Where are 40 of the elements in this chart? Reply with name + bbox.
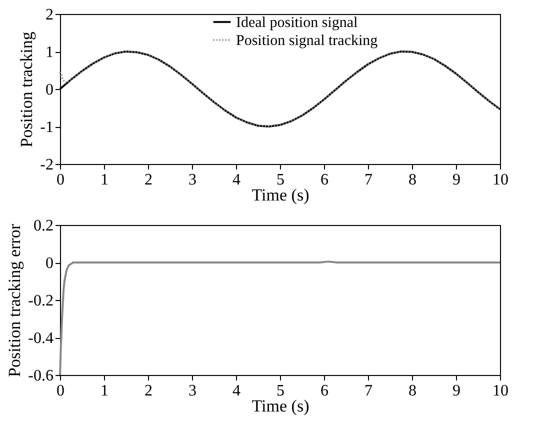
x-tick-label: 7 [364,382,372,400]
line-series [59,260,501,376]
x-tick-label: 9 [452,382,460,400]
x-tick-label: 5 [276,382,284,400]
x-tick-label: 7 [364,172,372,188]
x-axis-title: Time (s) [252,396,310,416]
x-tick-label: 0 [56,172,64,188]
y-tick-label: -0.2 [28,292,54,310]
x-tick-label: 3 [188,172,196,188]
x-tick-label: 1 [100,382,108,400]
x-tick-label: 0 [56,382,64,400]
y-tick-label: 0.2 [34,218,54,234]
x-tick-label: 2 [144,172,152,188]
legend-label: Position signal tracking [236,33,378,49]
x-tick-label: 9 [452,172,460,188]
x-tick-label: 10 [492,382,508,400]
y-tick-label: 0 [46,82,54,98]
x-axis-title: Time (s) [252,186,310,204]
x-tick-label: 2 [144,382,152,400]
x-tick-label: 5 [276,172,284,188]
y-tick-label: -1 [40,119,54,136]
y-tick-label: 1 [46,44,54,61]
y-tick-label: 2 [46,6,54,24]
y-tick-label: -2 [40,156,54,174]
x-tick-label: 4 [232,382,240,400]
x-tick-label: 10 [492,172,508,188]
legend-label: Ideal position signal [236,15,358,31]
y-axis-title: Position tracking error [5,224,24,377]
y-tick-label: 0 [46,255,54,272]
x-tick-label: 6 [320,172,328,188]
x-tick-label: 8 [408,382,416,400]
x-tick-label: 1 [100,172,108,188]
x-tick-label: 8 [408,172,416,188]
x-tick-label: 6 [320,382,328,400]
y-axis-title: Position tracking [17,31,36,148]
x-tick-label: 3 [188,382,196,400]
x-tick-label: 4 [232,172,240,188]
y-tick-label: -0.6 [28,368,54,384]
line-series [59,50,501,128]
y-tick-label: -0.4 [28,330,54,347]
